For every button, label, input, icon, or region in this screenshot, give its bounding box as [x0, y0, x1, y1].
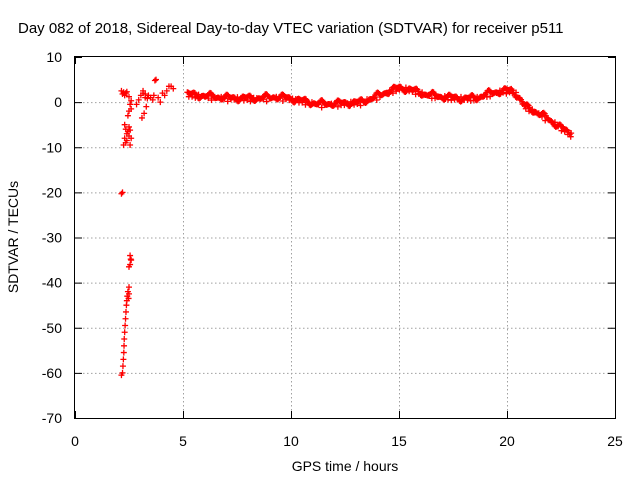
x-tick-label: 5: [179, 433, 187, 449]
y-tick-label: -50: [42, 320, 62, 336]
data-point: [161, 92, 168, 99]
data-point: [224, 98, 231, 105]
data-point: [120, 141, 127, 148]
x-tick-label: 20: [499, 433, 515, 449]
data-point: [118, 372, 125, 379]
data-point: [151, 77, 158, 84]
data-point: [126, 123, 132, 130]
data-point: [150, 92, 157, 99]
data-point: [128, 135, 135, 142]
data-point: [126, 263, 132, 270]
y-tick-label: -40: [42, 275, 62, 291]
data-point: [127, 101, 134, 108]
data-point: [263, 98, 270, 105]
data-point: [127, 141, 134, 148]
y-tick-label: -30: [42, 230, 62, 246]
data-point: [120, 349, 127, 356]
x-tick-label: 0: [71, 433, 79, 449]
y-axis-label: SDTVAR / TECUs: [5, 181, 21, 293]
x-tick-label: 15: [391, 433, 407, 449]
data-point: [143, 103, 150, 110]
data-point: [126, 284, 132, 291]
data-point: [124, 112, 131, 119]
data-point: [126, 108, 132, 115]
data-point: [127, 127, 134, 134]
data-point: [122, 308, 129, 315]
y-tick-label: -20: [42, 184, 62, 200]
data-point: [149, 96, 156, 103]
data-point: [144, 95, 151, 102]
data-point: [122, 322, 129, 329]
y-tick-label: -70: [42, 410, 62, 426]
data-point: [155, 94, 162, 101]
data-point: [157, 99, 164, 106]
data-point: [135, 96, 142, 103]
data-point: [170, 85, 177, 92]
grid-lines: [75, 57, 615, 418]
data-point: [318, 104, 325, 111]
data-point: [142, 91, 149, 98]
data-point: [357, 102, 364, 109]
data-point: [133, 101, 140, 108]
data-point: [513, 89, 520, 96]
data-point: [120, 356, 127, 363]
data-point: [568, 130, 575, 137]
data-point: [126, 93, 132, 100]
data-point: [141, 110, 148, 117]
data-point: [119, 363, 126, 370]
data-point: [138, 114, 145, 121]
data-point: [163, 87, 170, 94]
axis-ticks: 0 5 10 15 20 25 10 0 -10 -20 -30 -40 -50 -60 -70: [42, 49, 623, 449]
data-point: [121, 329, 128, 336]
data-point: [127, 256, 134, 263]
x-tick-label: 10: [283, 433, 299, 449]
data-point: [279, 98, 286, 105]
data-point: [373, 97, 380, 104]
data-point: [140, 87, 147, 94]
data-point: [125, 295, 132, 302]
y-tick-label: -10: [42, 139, 62, 155]
data-point: [123, 88, 130, 95]
data-point: [122, 315, 129, 322]
data-point: [118, 190, 125, 197]
x-axis-label: GPS time / hours: [292, 458, 399, 474]
data-point: [128, 97, 135, 104]
data-points: [118, 76, 575, 379]
y-tick-label: -60: [42, 365, 62, 381]
x-tick-label: 25: [607, 433, 623, 449]
y-tick-label: 0: [54, 94, 62, 110]
data-point: [121, 336, 128, 343]
data-point: [508, 85, 515, 92]
y-tick-label: 10: [46, 49, 62, 65]
data-point: [524, 101, 531, 108]
chart-title: Day 082 of 2018, Sidereal Day-to-day VTE…: [18, 20, 564, 37]
data-point: [334, 103, 341, 110]
plot-frame: [74, 56, 616, 419]
data-point: [121, 121, 128, 128]
data-point: [389, 90, 396, 97]
data-point: [153, 76, 159, 83]
data-point: [123, 302, 130, 309]
data-point: [121, 342, 128, 349]
data-point: [119, 189, 126, 196]
data-point: [123, 137, 130, 144]
